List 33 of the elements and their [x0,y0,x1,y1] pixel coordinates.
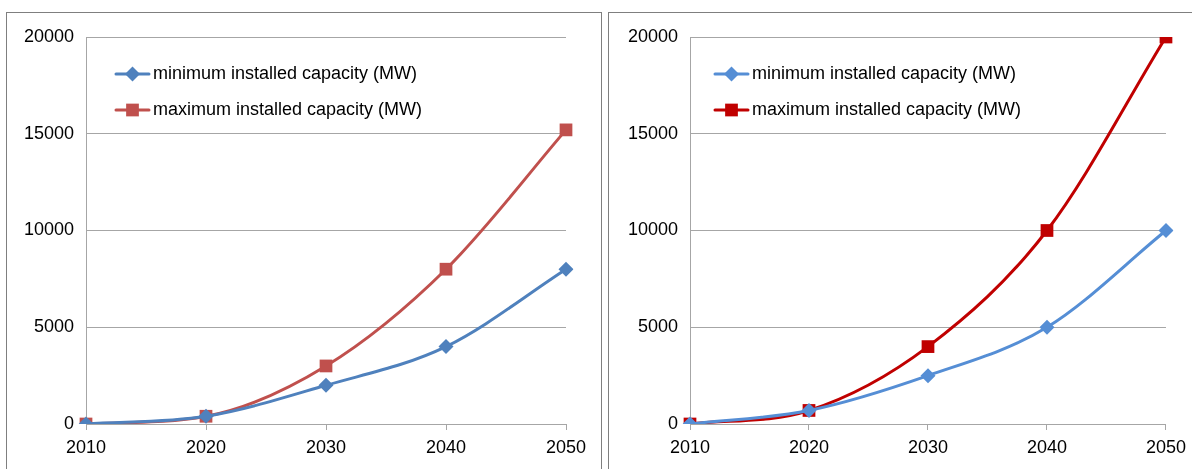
y-tick-label: 0 [667,412,678,433]
point [920,368,936,384]
point [921,340,935,353]
legend-label: minimum installed capacity (MW) [153,62,418,83]
point [439,262,453,276]
legend-label: maximum installed capacity (MW) [153,98,423,119]
y-tick-label: 0 [63,412,74,433]
y-tick-label: 20000 [627,25,678,46]
y-tick-label: 5000 [637,316,678,337]
x-tick-label: 2050 [1145,436,1186,457]
point [1158,223,1174,238]
x-tick-label: 2040 [425,436,467,457]
legend-label: minimum installed capacity (MW) [752,62,1017,83]
x-tick-label: 2020 [788,436,830,457]
point [318,377,334,393]
legend-label: maximum installed capacity (MW) [752,98,1022,119]
point [1039,319,1055,335]
y-tick-label: 20000 [23,25,74,46]
x-tick-label: 2030 [907,436,949,457]
x-tick-label: 2050 [545,436,587,457]
x-tick-label: 2020 [185,436,227,457]
x-tick-label: 2010 [669,436,711,457]
y-tick-label: 10000 [627,219,678,240]
point [558,261,574,277]
y-tick-label: 15000 [627,122,678,143]
y-tick-label: 15000 [23,122,74,143]
x-tick-label: 2030 [305,436,347,457]
point [1040,224,1054,237]
x-tick-label: 2010 [65,436,107,457]
x-tick-label: 2040 [1026,436,1068,457]
y-tick-label: 5000 [33,316,74,337]
point [438,339,454,355]
y-tick-label: 10000 [23,219,74,240]
